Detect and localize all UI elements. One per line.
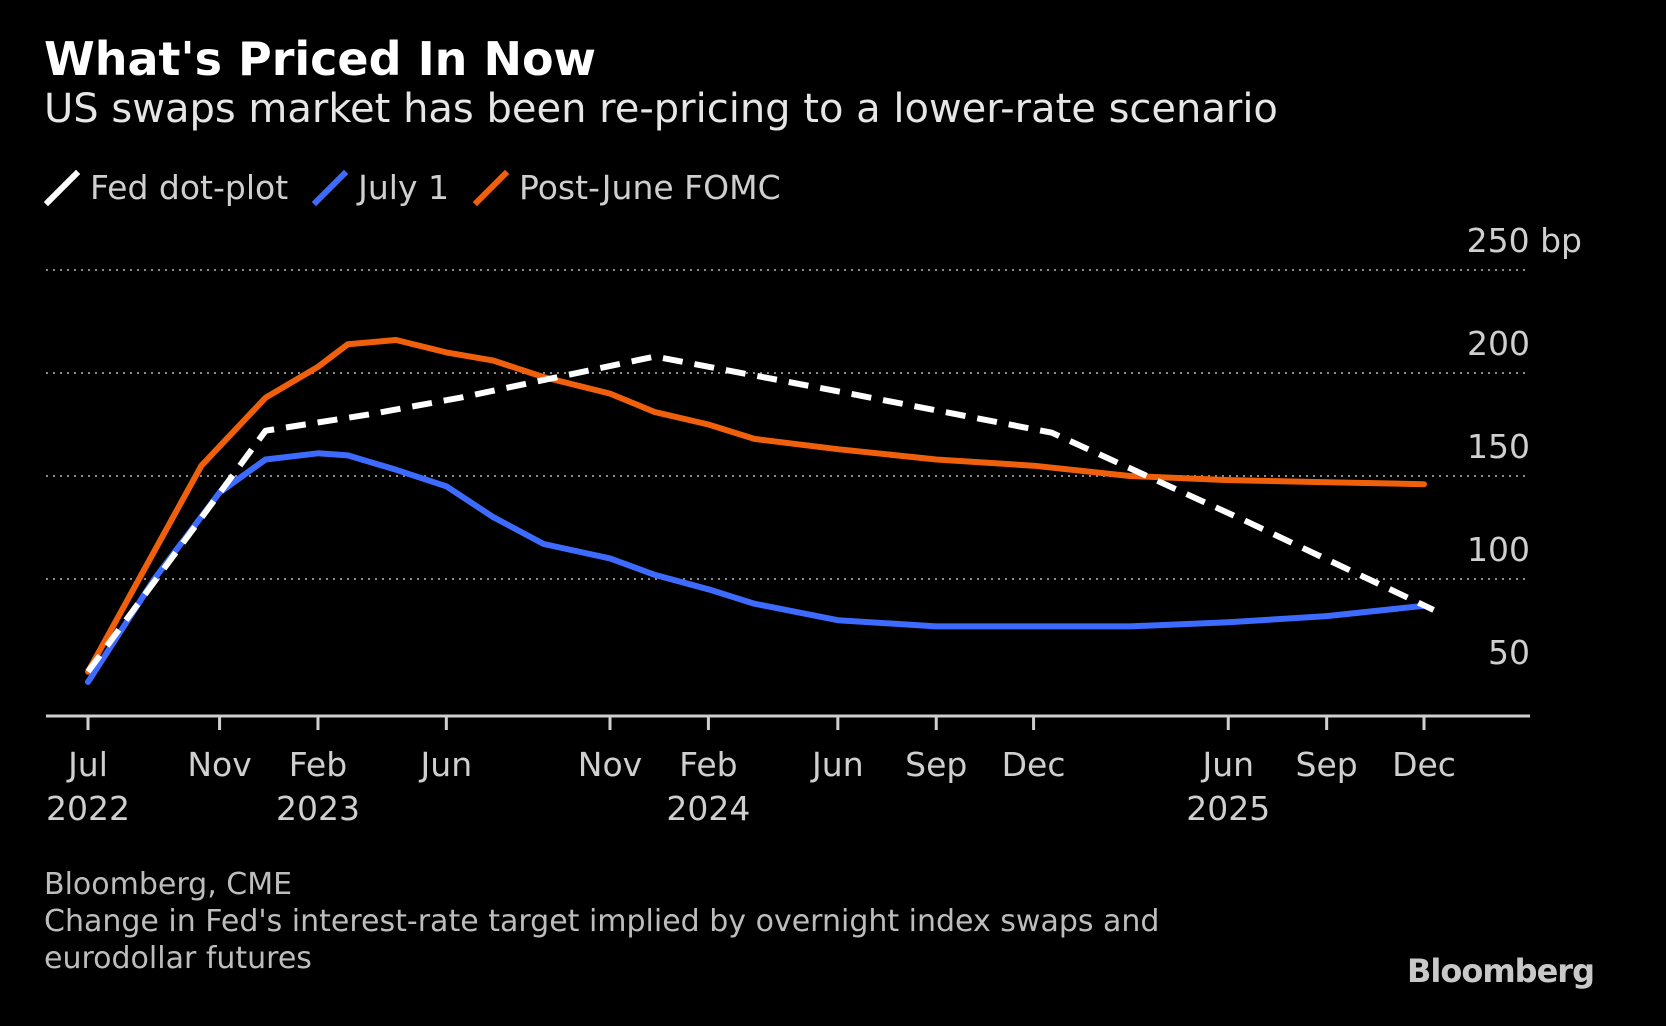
legend-swatch-post-june-fomc <box>473 169 509 206</box>
bloomberg-logo: Bloomberg <box>1407 952 1595 990</box>
description-line-2: eurodollar futures <box>44 941 312 976</box>
legend-swatch-july-1 <box>312 169 349 206</box>
y-tick-label: 250 bp <box>1467 221 1582 260</box>
y-tick-label: 200 <box>1467 324 1530 363</box>
source-note: Bloomberg, CME <box>44 867 293 902</box>
x-tick-label: Feb <box>289 745 347 784</box>
x-tick-year-label: 2025 <box>1186 789 1270 828</box>
chart-subtitle: US swaps market has been re-pricing to a… <box>44 86 1278 132</box>
legend-item-post-june-fomc: Post-June FOMC <box>473 168 781 207</box>
legend: Fed dot-plot July 1 Post-June FOMC <box>44 168 805 207</box>
series-line-july-1 <box>85 450 1427 685</box>
description-line-1: Change in Fed's interest-rate target imp… <box>44 904 1160 939</box>
legend-label-july-1: July 1 <box>358 168 449 207</box>
x-tick-year-label: 2022 <box>46 789 130 828</box>
x-tick-label: Nov <box>578 745 642 784</box>
y-tick-label: 150 <box>1467 427 1530 466</box>
legend-label-fed-dot-plot: Fed dot-plot <box>90 168 289 207</box>
y-tick-label: 50 <box>1488 633 1530 672</box>
series-line-post-june-fomc <box>85 337 1427 675</box>
x-tick-label: Sep <box>905 745 967 784</box>
x-tick-label: Dec <box>1002 745 1066 784</box>
legend-label-post-june-fomc: Post-June FOMC <box>519 168 781 207</box>
chart-title: What's Priced In Now <box>44 32 597 86</box>
y-axis-ticks: 250 bp 200 150 100 50 <box>1467 221 1582 672</box>
x-axis: Jul 2022 Nov Feb 2023 Jun Nov Feb 2024 Jun Sep Dec J… <box>46 714 1530 828</box>
x-tick-label: Dec <box>1392 745 1456 784</box>
legend-item-july-1: July 1 <box>312 168 449 207</box>
y-tick-label: 100 <box>1467 530 1530 569</box>
x-tick-year-label: 2023 <box>276 789 360 828</box>
x-tick-label: Jun <box>810 745 864 784</box>
x-tick-label: Sep <box>1296 745 1358 784</box>
x-tick-label: Feb <box>679 745 737 784</box>
legend-swatch-fed-dot-plot <box>44 169 80 206</box>
x-tick-label: Jun <box>1200 745 1254 784</box>
series-line-fed-dot-plot <box>85 353 1435 674</box>
legend-item-fed-dot-plot: Fed dot-plot <box>44 168 288 207</box>
x-tick-label: Jun <box>419 745 473 784</box>
line-chart: 250 bp 200 150 100 50 Jul 2022 Nov Feb 2023 Jun No… <box>46 221 1582 828</box>
x-tick-year-label: 2024 <box>666 789 750 828</box>
x-tick-label: Nov <box>187 745 251 784</box>
series-lines <box>85 337 1435 685</box>
chart-footer: Bloomberg, CME Change in Fed's interest-… <box>44 866 1159 977</box>
gridlines <box>46 269 1530 580</box>
x-tick-label: Jul <box>66 745 108 784</box>
